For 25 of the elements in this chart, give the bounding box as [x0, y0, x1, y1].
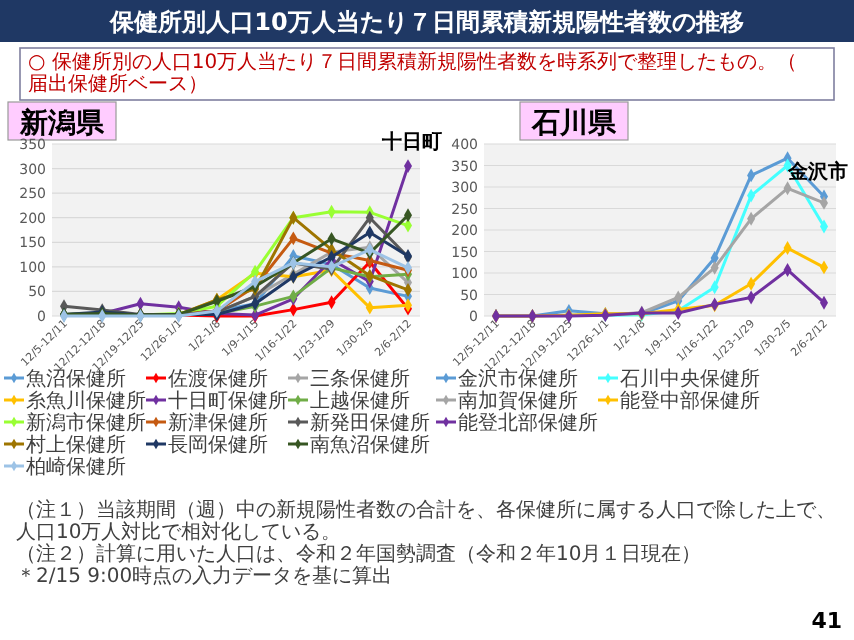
legend-label: 上越保健所: [310, 389, 410, 413]
text: （注１）当該期間（週）中の新規陽性者数の合計を、各保健所に属する人口で除した上で、人口10万人対比で相対化している。: [16, 498, 836, 544]
text: （注２）計算に用いた人口は、令和２年国勢調査（令和２年10月１日現在）: [16, 542, 702, 566]
text: 41: [811, 608, 842, 634]
legend-label: 能登中部保健所: [620, 389, 760, 413]
legend-label: 村上保健所: [24, 433, 126, 457]
text: ＊2/15 9:00時点の入力データを基に算出: [16, 564, 393, 588]
legend-label: 新潟市保健所: [26, 411, 146, 435]
legend-label: 新発田保健所: [310, 411, 430, 435]
legend-label: 能登北部保健所: [458, 411, 598, 435]
legend-label: 新津保健所: [168, 411, 268, 435]
text: 保健所別人口10万人当たり７日間累積新規陽性者数の推移: [108, 8, 744, 36]
legend-label: 三条保健所: [310, 367, 410, 391]
chart-title: 新潟県: [18, 106, 106, 140]
legend-label: 長岡保健所: [168, 433, 268, 457]
text: ○ 保健所別の人口10万人当たり７日間累積新規陽性者数を時系列で整理したもの。（届出保健所ベース）: [28, 50, 798, 96]
legend-label: 石川中央保健所: [620, 367, 760, 391]
legend-label: 南魚沼保健所: [310, 433, 430, 457]
legend-label: 糸魚川保健所: [26, 389, 146, 413]
legend-label: 南加賀保健所: [458, 389, 578, 413]
annotation: 十日町: [380, 130, 442, 155]
chart-title: 石川県: [530, 108, 618, 140]
legend-label: 佐渡保健所: [168, 367, 268, 391]
legend-label: 十日町保健所: [168, 389, 288, 413]
legend-label: 柏崎保健所: [24, 455, 126, 479]
